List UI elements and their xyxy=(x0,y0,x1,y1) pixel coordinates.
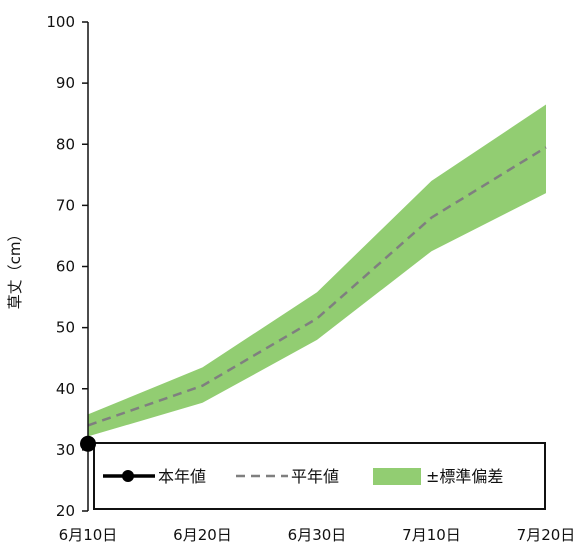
x-tick-label: 6月20日 xyxy=(173,526,232,544)
y-tick-label: 30 xyxy=(56,441,75,459)
legend-normal-label: 平年値 xyxy=(291,467,339,486)
y-tick-label: 90 xyxy=(56,74,75,92)
y-tick-label: 70 xyxy=(56,196,75,214)
legend-current-label: 本年値 xyxy=(158,467,206,486)
y-axis-label: 草丈（cm） xyxy=(6,227,24,310)
x-tick-label: 7月20日 xyxy=(517,526,576,544)
y-tick-label: 100 xyxy=(46,13,75,31)
x-tick-label: 7月10日 xyxy=(402,526,461,544)
legend-band-label: ±標準偏差 xyxy=(426,467,503,486)
y-tick-label: 50 xyxy=(56,319,75,337)
legend: 本年値 平年値 ±標準偏差 xyxy=(93,442,546,510)
current-year-point xyxy=(80,435,96,452)
y-tick-label: 80 xyxy=(56,135,75,153)
y-tick-label: 40 xyxy=(56,380,75,398)
normal-line xyxy=(87,146,547,427)
y-tick-label: 60 xyxy=(56,258,75,276)
x-tick-label: 6月10日 xyxy=(59,526,118,544)
legend-box xyxy=(93,442,546,510)
legend-band-swatch xyxy=(373,468,421,485)
sd-band xyxy=(88,104,546,437)
x-tick-label: 6月30日 xyxy=(288,526,347,544)
legend-current-marker xyxy=(122,470,134,482)
y-tick-label: 20 xyxy=(56,502,75,520)
